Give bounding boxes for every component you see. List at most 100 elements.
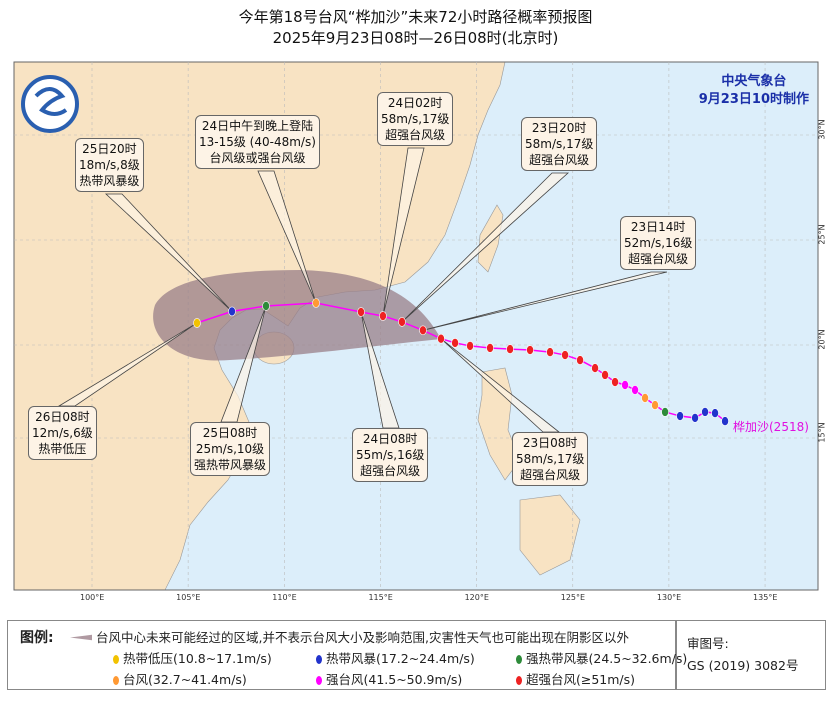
forecast-label-line: 超强台风级 [385,128,446,142]
lon-tick-label: 125°E [560,593,586,602]
track-point-SuperTY [591,363,599,373]
forecast-label-line: 55m/s,16级 [356,448,425,462]
track-point-TY [312,298,320,308]
lat-tick-label: 25°N [817,224,827,245]
legend-item-STY: 强台风(41.5~50.9m/s) [316,669,462,688]
legend: 图例: 台风中心未来可能经过的区域,并不表示台风大小及影响范围,灾害性天气也可能… [7,620,687,690]
forecast-label-box: 25日08时 25m/s,10级 强热带风暴级 [190,422,271,476]
forecast-label-line: 热带风暴级 [79,174,140,188]
track-point-SuperTY [561,350,569,360]
map-subtitle: 2025年9月23日08时—26日08时(北京时) [272,29,559,47]
intensity-dot-icon [316,676,322,685]
track-point-STY [631,385,639,395]
forecast-label-line: 23日08时 [522,436,578,450]
track-point-TD [193,318,201,328]
track-point-SuperTY [379,311,387,321]
cma-logo [21,75,79,133]
forecast-label-line: 超强台风级 [628,252,689,266]
forecast-label-line: 23日14时 [630,220,686,234]
forecast-label-line: 25m/s,10级 [195,442,265,456]
track-point-SuperTY [526,345,534,355]
label-leaders [57,147,668,433]
track-point-SuperTY [357,307,365,317]
forecast-label-box: 23日14时 52m/s,16级 超强台风级 [620,216,697,270]
forecast-label-line: 热带低压 [38,442,87,456]
forecast-label-line: 24日08时 [362,432,418,446]
approval-number: GS (2019) 3082号 [687,658,799,673]
approval-box: 审图号: GS (2019) 3082号 [676,620,826,690]
approval-label: 审图号: [687,636,729,651]
lon-tick-label: 105°E [176,593,201,602]
forecast-label-line: 24日中午到晚上登陆 [201,119,314,133]
lon-tick-label: 110°E [272,593,297,602]
callout-leader [104,193,233,312]
agency-name: 中央气象台 [721,74,787,89]
forecast-label-line: 58m/s,17级 [381,112,450,126]
forecast-label-box: 24日中午到晚上登陆 13-15级 (40-48m/s) 台风级或强台风级 [195,115,320,169]
track-point-TS [701,407,709,417]
forecast-label-box: 23日20时 58m/s,17级 超强台风级 [521,117,598,171]
track-point-TS [676,411,684,421]
forecast-label-line: 超强台风级 [520,468,581,482]
track-point-SuperTY [451,338,459,348]
forecast-label-line: 台风级或强台风级 [209,151,306,165]
track-point-TS [721,416,729,426]
track-point-TS [691,413,699,423]
intensity-dot-icon [113,655,119,664]
lat-tick-label: 15°N [817,422,827,443]
legend-item-TY: 台风(32.7~41.4m/s) [113,669,247,688]
track-point-SuperTY [546,347,554,357]
legend-item-SuperTY: 超强台风(≥51m/s) [516,669,635,688]
track-point-STS [661,407,669,417]
lat-tick-label: 30°N [817,119,827,140]
track-point-STS [262,301,270,311]
forecast-label-box: 24日02时 58m/s,17级 超强台风级 [377,92,454,146]
track-point-TS [711,408,719,418]
callout-leader [422,271,668,331]
legend-item-TS: 热带风暴(17.2~24.4m/s) [316,648,475,667]
forecast-label-line: 12m/s,6级 [32,426,93,440]
legend-item-STS: 强热带风暴(24.5~32.6m/s) [516,648,687,667]
forecast-label-box: 23日08时 58m/s,17级 超强台风级 [512,432,589,486]
map-title: 今年第18号台风“桦加沙”未来72小时路径概率预报图 [238,8,593,26]
callout-leader [382,147,425,317]
lat-tick-label: 20°N [817,329,827,350]
forecast-label-line: 24日02时 [387,96,443,110]
intensity-dot-icon [316,655,322,664]
legend-title: 图例: [20,630,54,646]
lon-tick-label: 100°E [80,593,105,602]
forecast-label-line: 25日20时 [82,142,137,156]
lon-tick-label: 120°E [464,593,489,602]
forecast-label-line: 超强台风级 [529,153,590,167]
track-point-SuperTY [576,355,584,365]
legend-item-TD: 热带低压(10.8~17.1m/s) [113,648,272,667]
forecast-label-line: 13-15级 (40-48m/s) [199,135,316,149]
forecast-label-box: 25日20时 18m/s,8级 热带风暴级 [75,138,144,192]
forecast-label-line: 52m/s,16级 [624,236,693,250]
issue-time: 9月23日10时制作 [698,92,809,107]
track-point-SuperTY [611,377,619,387]
intensity-dot-icon [516,655,522,664]
forecast-label-line: 23日20时 [531,121,587,135]
forecast-label-line: 强热带风暴级 [194,458,267,472]
track-point-SuperTY [601,370,609,380]
cone-swatch-icon [70,634,92,641]
forecast-label-line: 25日08时 [202,426,258,440]
callout-leader [401,172,570,323]
agency-stamp: 中央气象台 9月23日10时制作 [699,73,809,109]
legend-cone: 台风中心未来可能经过的区域,并不表示台风大小及影响范围,灾害性天气也可能出现在阴… [70,627,629,646]
track-point-SuperTY [506,344,514,354]
track-point-TS [228,306,236,317]
track-point-SuperTY [398,317,406,327]
track-point-SuperTY [486,343,494,353]
forecast-label-line: 26日08时 [35,410,90,424]
forecast-label-box: 26日08时 12m/s,6级 热带低压 [28,406,97,460]
forecast-label-line: 18m/s,8级 [79,158,140,172]
track-point-STY [621,380,629,390]
lon-tick-label: 130°E [656,593,682,602]
intensity-dot-icon [113,676,119,685]
lon-tick-label: 135°E [753,593,778,602]
forecast-label-line: 超强台风级 [360,464,421,478]
forecast-label-box: 24日08时 55m/s,16级 超强台风级 [352,428,429,482]
